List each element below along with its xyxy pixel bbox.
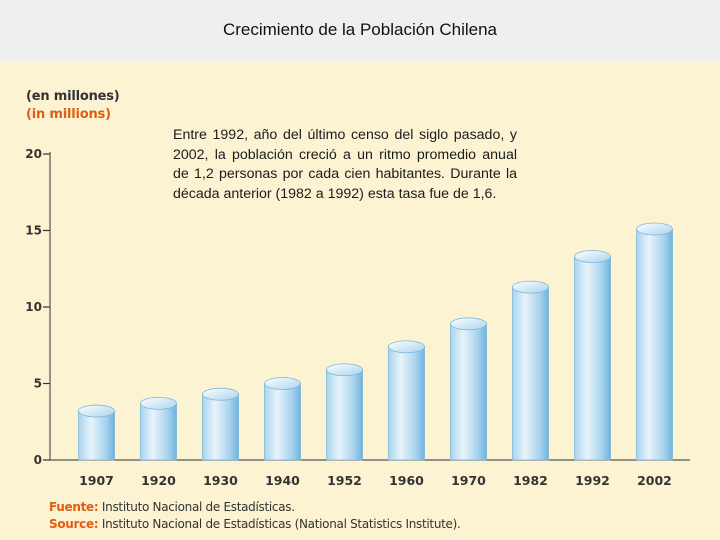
x-tick-label: 2002 [637, 473, 672, 488]
source-es: Fuente: Instituto Nacional de Estadístic… [49, 500, 295, 514]
bar [636, 228, 673, 461]
bar-cap [636, 222, 673, 236]
bar [326, 369, 363, 461]
x-tick-label: 1907 [79, 473, 114, 488]
bar [388, 346, 425, 461]
bar-cap [78, 404, 115, 418]
title-band [0, 0, 720, 62]
x-tick-label: 1930 [203, 473, 238, 488]
source-en: Source: Instituto Nacional de Estadístic… [49, 517, 461, 531]
page-title: Crecimiento de la Población Chilena [222, 20, 498, 39]
bar [140, 402, 177, 461]
x-tick-label: 1952 [327, 473, 362, 488]
x-tick-label: 1960 [389, 473, 424, 488]
x-tick-label: 1982 [513, 473, 548, 488]
bar [450, 323, 487, 461]
x-tick-label: 1920 [141, 473, 176, 488]
source-es-label: Fuente: [49, 500, 99, 514]
bar [78, 410, 115, 461]
source-es-text: Instituto Nacional de Estadísticas. [101, 500, 295, 514]
x-tick-label: 1970 [451, 473, 486, 488]
bar [574, 256, 611, 461]
bar-cap [450, 317, 487, 331]
bar-cap [140, 396, 177, 410]
bar [512, 286, 549, 461]
y-tick-label: 10 [25, 300, 42, 314]
source-en-label: Source: [49, 517, 99, 531]
y-tick-label: 20 [25, 147, 42, 161]
y-tick-label: 15 [25, 224, 42, 238]
y-tick-label: 5 [34, 377, 42, 391]
bar [202, 393, 239, 461]
bar-cap [574, 250, 611, 263]
source-en-text: Instituto Nacional de Estadísticas (Nati… [101, 517, 461, 531]
y-tick-label: 0 [34, 453, 42, 467]
bar-cap [388, 340, 425, 354]
bar [264, 383, 301, 461]
bar-cap [264, 377, 301, 390]
x-tick-label: 1940 [265, 473, 300, 488]
bar-cap [202, 387, 239, 401]
bar-cap [326, 363, 363, 377]
x-tick-label: 1992 [575, 473, 610, 488]
chart-annotation: Entre 1992, año del último censo del sig… [173, 127, 517, 202]
unit-label-es: (en millones) [26, 89, 120, 104]
bar-cap [512, 280, 549, 294]
unit-label-en: (in millions) [26, 107, 111, 122]
